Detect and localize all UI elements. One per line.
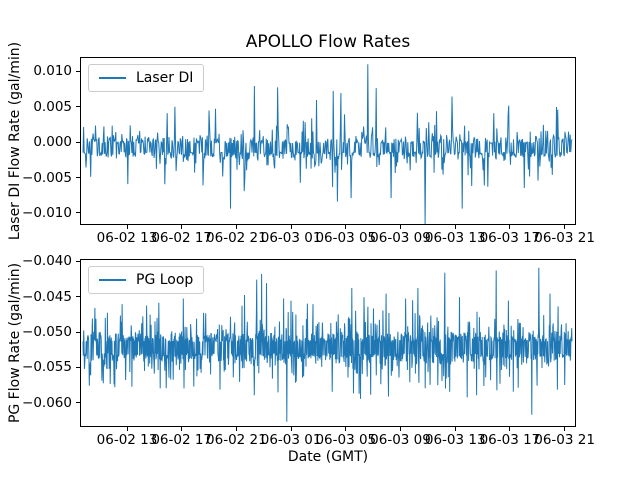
x-tick-label: 06-03 05	[315, 432, 377, 448]
y-tick-label: −0.055	[22, 359, 72, 376]
x-axis-label: Date (GMT)	[287, 449, 369, 465]
x-tick-label: 06-03 01	[260, 432, 322, 448]
y-tick-mark	[76, 331, 80, 333]
y-tick-label: 0.000	[33, 134, 72, 151]
laser-di-axes: Laser DI	[80, 57, 576, 225]
x-tick-label: 06-03 17	[479, 432, 541, 448]
y-tick-mark	[76, 141, 80, 143]
x-tick-mark	[400, 427, 401, 431]
y-tick-mark	[76, 402, 80, 404]
y-tick-mark	[76, 260, 80, 262]
y-tick-mark	[76, 366, 80, 368]
x-tick-mark	[181, 225, 183, 229]
y-tick-mark	[76, 177, 80, 178]
x-tick-mark	[126, 427, 128, 431]
legend-pg-loop: PG Loop	[88, 266, 205, 294]
x-tick-mark	[454, 225, 456, 229]
y-tick-label: −0.005	[22, 169, 72, 186]
x-tick-mark	[509, 427, 511, 431]
x-tick-mark	[181, 427, 183, 431]
y-tick-label: −0.060	[22, 394, 72, 411]
x-tick-label: 06-02 13	[96, 230, 158, 246]
laser-di-series-plot	[82, 64, 573, 224]
legend-label-pg-loop: PG Loop	[136, 272, 194, 288]
x-tick-mark	[345, 427, 347, 431]
x-tick-mark	[564, 225, 566, 229]
x-tick-label: 06-02 17	[151, 230, 213, 246]
y-tick-label: 0.010	[33, 63, 72, 80]
y-tick-mark	[76, 212, 80, 214]
legend-label-laser-di: Laser DI	[136, 70, 194, 86]
x-tick-label: 06-03 21	[534, 432, 595, 448]
x-tick-label: 06-02 21	[206, 432, 267, 448]
chart-title: APOLLO Flow Rates	[245, 32, 411, 52]
y-tick-label: −0.050	[22, 324, 72, 340]
pg-loop-axes: PG Loop	[80, 259, 576, 427]
x-tick-mark	[235, 225, 237, 229]
x-tick-label: 06-03 01	[260, 230, 322, 246]
x-tick-label: 06-02 13	[96, 432, 158, 448]
y-tick-mark	[76, 106, 80, 108]
y-tick-label: −0.040	[22, 253, 72, 270]
x-tick-mark	[564, 427, 566, 431]
y-tick-label: 0.005	[33, 98, 72, 115]
x-tick-label: 06-03 05	[315, 230, 377, 246]
y-tick-label: −0.010	[22, 204, 72, 221]
x-tick-label: 06-03 13	[424, 230, 486, 246]
x-tick-mark	[126, 225, 128, 229]
x-tick-label: 06-03 21	[534, 230, 595, 246]
y-tick-mark	[76, 70, 80, 72]
legend-line-sample-icon	[99, 77, 126, 79]
x-tick-label: 06-03 09	[370, 230, 431, 246]
x-tick-label: 06-03 13	[424, 432, 486, 448]
x-tick-mark	[509, 225, 511, 229]
x-tick-mark	[400, 225, 401, 229]
legend-laser-di: Laser DI	[88, 64, 205, 92]
y-tick-label: −0.045	[22, 288, 72, 305]
x-tick-label: 06-02 21	[206, 230, 267, 246]
pg-loop-series-line	[82, 267, 573, 422]
x-tick-label: 06-02 17	[151, 432, 213, 448]
x-tick-mark	[454, 427, 456, 431]
pg-loop-series-plot	[82, 267, 573, 422]
x-tick-label: 06-03 09	[370, 432, 431, 448]
x-tick-mark	[235, 427, 237, 431]
x-tick-label: 06-03 17	[479, 230, 541, 246]
legend-line-sample-icon	[99, 279, 126, 281]
x-tick-mark	[290, 225, 292, 229]
x-tick-mark	[345, 225, 347, 229]
laser-di-series-line	[82, 64, 573, 224]
x-tick-mark	[290, 427, 292, 431]
y-tick-mark	[76, 296, 80, 298]
